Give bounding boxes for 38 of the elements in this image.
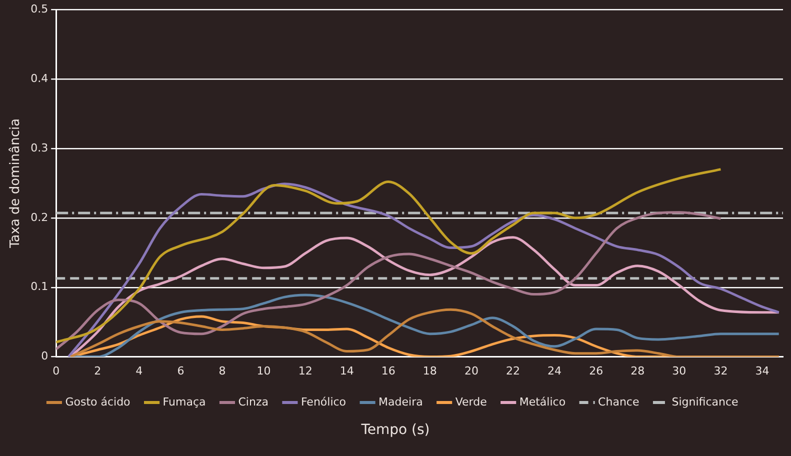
x-tick-label: 34 [755,364,770,378]
line-series [67,182,780,357]
x-axis-title: Tempo (s) [360,422,431,438]
x-tick-label: 16 [381,364,396,378]
legend-label: Madeira [378,395,423,408]
legend-label: Chance [598,395,640,408]
y-tick-label: 0.4 [30,72,48,85]
legend-label: Significance [672,395,739,408]
x-tick-label: 32 [714,364,728,378]
y-tick-label: 0.3 [30,141,48,154]
x-tick-label: 14 [340,364,354,378]
y-tick-label: 0 [41,350,48,363]
x-tick-label: 6 [177,364,184,378]
y-tick-label: 0.1 [30,280,48,294]
line-series [56,168,722,344]
y-axis-title: Taxa de dominância [8,118,24,249]
legend-label: Fumaça [162,395,206,408]
x-tick-label: 24 [548,364,562,378]
line-series [56,211,722,350]
y-tick-label: 0.5 [30,2,48,16]
y-tick-label: 0.2 [30,210,48,224]
x-tick-label: 18 [422,364,437,378]
legend-label: Verde [455,395,488,408]
x-tick-label: 20 [464,364,478,378]
x-tick-label: 8 [218,364,226,378]
legend-label: Metálico [519,395,566,408]
legend-label: Cinza [238,395,268,408]
x-tick-label: 4 [136,364,143,378]
legend-label: Fenólico [300,395,346,408]
x-tick-label: 30 [672,364,686,378]
x-tick-label: 12 [298,364,312,378]
legend-label: Gosto ácido [65,395,131,408]
x-tick-label: 28 [630,364,645,378]
x-tick-label: 22 [506,364,520,378]
x-tick-label: 26 [589,364,604,378]
x-tick-label: 0 [52,364,60,378]
x-tick-label: 2 [94,364,102,378]
x-tick-label: 10 [256,364,271,378]
